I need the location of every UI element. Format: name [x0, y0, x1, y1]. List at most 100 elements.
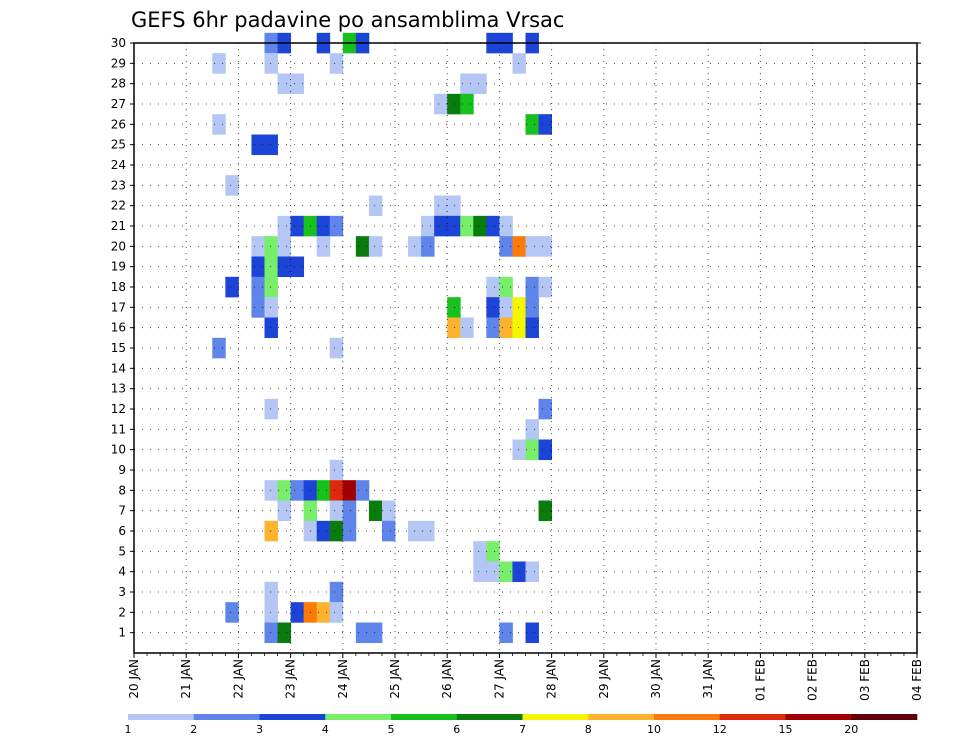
y-tick-label: 18 [111, 280, 126, 294]
heatmap-cell [264, 297, 278, 318]
y-axis: 1234567891011121314151617181920212223242… [111, 36, 921, 640]
heatmap-cell [342, 500, 357, 522]
heatmap-cell [525, 622, 539, 644]
heatmap-cell [538, 236, 552, 257]
heatmap-cell [290, 256, 305, 278]
x-tick-label: 30 JAN [649, 659, 663, 699]
heatmap-cell [264, 134, 278, 156]
colorbar-label: 10 [647, 723, 661, 736]
heatmap-cell [368, 195, 383, 217]
heatmap-cell [486, 215, 500, 237]
heatmap-cell [512, 317, 526, 339]
colorbar-segment [588, 714, 655, 720]
heatmap-cell [486, 297, 500, 318]
heatmap-cell [225, 175, 239, 196]
heatmap-cell [538, 439, 552, 461]
heatmap-cell [525, 297, 539, 318]
heatmap-cell [277, 500, 291, 522]
heatmap-cell [264, 276, 278, 298]
heatmap-cell [264, 581, 278, 603]
colorbar-label: 4 [322, 723, 329, 736]
heatmap-cell [512, 236, 526, 257]
heatmap-cell [434, 195, 448, 217]
heatmap-cell [329, 480, 344, 501]
y-tick-label: 20 [111, 239, 126, 253]
colorbar-segment [325, 714, 392, 720]
heatmap-cell [447, 297, 461, 318]
y-tick-label: 8 [118, 483, 126, 497]
heatmap-cell [277, 73, 291, 95]
colorbar-segment [522, 714, 589, 720]
heatmap-cell [525, 317, 539, 339]
y-tick-label: 23 [111, 178, 126, 192]
heatmap-cell [329, 520, 344, 542]
heatmap-cell [368, 622, 383, 644]
x-tick-label: 03 FEB [858, 659, 872, 701]
heatmap-cell [486, 541, 500, 562]
y-tick-label: 21 [111, 219, 126, 233]
y-tick-label: 7 [118, 504, 126, 518]
heatmap-cell [225, 276, 239, 298]
heatmap-cell [264, 256, 278, 278]
heatmap-cell [538, 398, 552, 420]
y-tick-label: 4 [118, 565, 126, 579]
x-tick-label: 02 FEB [806, 659, 820, 701]
y-tick-label: 16 [111, 321, 126, 335]
heatmap-cell [212, 337, 226, 359]
y-tick-label: 30 [111, 36, 126, 50]
y-tick-label: 22 [111, 199, 126, 213]
heatmap-cell [421, 236, 435, 257]
heatmap-cell [264, 480, 278, 501]
heatmap-cell [486, 276, 500, 298]
heatmap-cell [368, 236, 383, 257]
heatmap-cell [486, 561, 500, 583]
heatmap-cell [264, 520, 278, 542]
x-tick-label: 22 JAN [231, 659, 245, 699]
heatmap-cell [434, 215, 448, 237]
heatmap-cell [538, 500, 552, 522]
y-tick-label: 2 [118, 605, 126, 619]
heatmap-cell [538, 114, 552, 135]
heatmap-cell [499, 297, 513, 318]
heatmap-cell [499, 317, 513, 339]
heatmap-cell [316, 480, 331, 501]
colorbar-segment [391, 714, 458, 720]
heatmap-cell [316, 602, 331, 623]
heatmap-cell [290, 73, 305, 95]
x-tick-label: 01 FEB [753, 659, 767, 701]
x-tick-label: 21 JAN [179, 659, 193, 699]
colorbar-segment [259, 714, 326, 720]
y-tick-label: 17 [111, 300, 126, 314]
colorbar-segment [193, 714, 260, 720]
heatmap-cell [525, 276, 539, 298]
y-tick-label: 29 [111, 56, 126, 70]
heatmap-cell [290, 215, 305, 237]
heatmap-cell [499, 236, 513, 257]
x-tick-label: 31 JAN [701, 659, 715, 699]
y-tick-label: 9 [118, 463, 126, 477]
heatmap-cell [329, 53, 344, 74]
heatmap-cell [447, 215, 461, 237]
heatmap-cell [251, 134, 265, 156]
y-tick-label: 1 [118, 626, 126, 640]
colorbar-label: 6 [453, 723, 460, 736]
colorbar-segment [851, 714, 918, 720]
heatmap-cell [251, 297, 265, 318]
heatmap-cell [460, 73, 474, 95]
heatmap-cell [525, 439, 539, 461]
colorbar-label: 7 [519, 723, 526, 736]
heatmap-cell [512, 561, 526, 583]
heatmap-cell [251, 256, 265, 278]
y-tick-label: 26 [111, 117, 126, 131]
heatmap-cell [499, 561, 513, 583]
heatmap-cell [499, 215, 513, 237]
heatmap-cell [329, 581, 344, 603]
colorbar-label: 15 [779, 723, 793, 736]
heatmap-cell [329, 337, 344, 359]
heatmap-cell [264, 622, 278, 644]
heatmap-cell [342, 480, 357, 501]
heatmap-cell [421, 215, 435, 237]
heatmap-cell [277, 622, 291, 644]
heatmap-cell [368, 500, 383, 522]
heatmap-cell [473, 215, 487, 237]
